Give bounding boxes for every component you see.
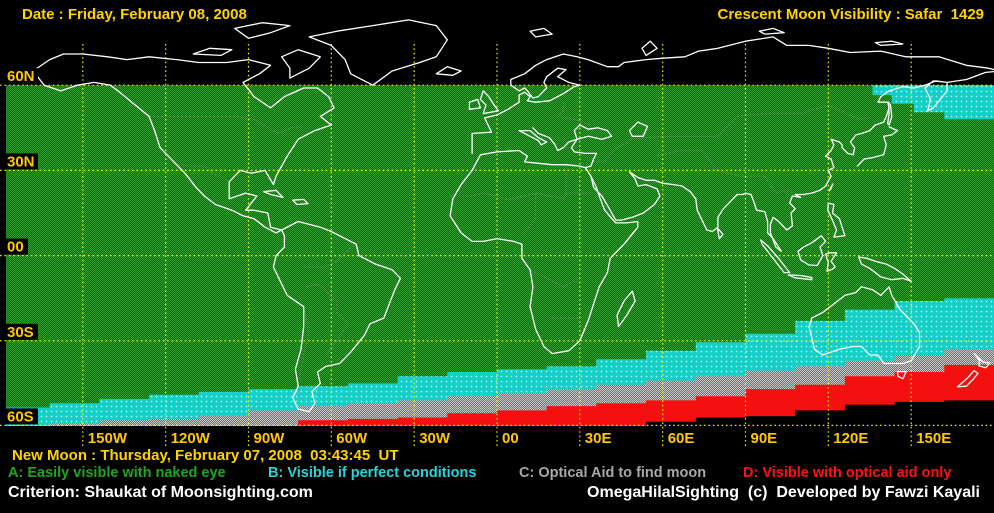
- page-title: Crescent Moon Visibility : Safar 1429: [717, 6, 984, 23]
- lon-label-90E: 90E: [751, 430, 778, 447]
- lon-label-60W: 60W: [336, 430, 368, 447]
- lon-label-00: 00: [502, 430, 519, 447]
- lon-label-150W: 150W: [88, 430, 128, 447]
- lon-label-30W: 30W: [419, 430, 451, 447]
- lon-label-30E: 30E: [585, 430, 612, 447]
- new-moon-label: New Moon : Thursday, February 07, 2008 0…: [12, 447, 399, 464]
- lat-label-30S: 30S: [7, 324, 34, 341]
- credit-label: OmegaHilalSighting (c) Developed by Fawz…: [587, 484, 980, 501]
- map-left-margin: [0, 0, 6, 426]
- zone-d-region: [6, 363, 994, 426]
- world-coastline: [32, 19, 994, 413]
- legend-item-c: C: Optical Aid to find moon: [519, 465, 707, 481]
- world-visibility-map: 60N 30N 00 30S 60S 150W 120W 90W 60W 30W 00 30E 60E 9…: [0, 0, 994, 447]
- lat-label-00: 00: [7, 239, 24, 256]
- legend-item-a: A: Easily visible with naked eye: [8, 465, 226, 481]
- legend-item-b: B: Visible if perfect conditions: [268, 465, 477, 481]
- criterion-label: Criterion: Shaukat of Moonsighting.com: [8, 484, 313, 501]
- lat-label-60N: 60N: [7, 68, 35, 85]
- date-label: Date : Friday, February 08, 2008: [22, 6, 247, 23]
- lon-label-90W: 90W: [254, 430, 286, 447]
- latitude-labels: 60N 30N 00 30S 60S: [4, 68, 38, 425]
- lat-label-30N: 30N: [7, 153, 35, 170]
- lon-label-60E: 60E: [668, 430, 695, 447]
- zone-e-region: [6, 399, 994, 426]
- zone-b-ne-patch: [872, 85, 994, 120]
- lon-label-120E: 120E: [833, 430, 868, 447]
- lat-label-60S: 60S: [7, 408, 34, 425]
- visibility-zones: [6, 85, 994, 426]
- legend-item-d: D: Visible with optical aid only: [743, 465, 952, 481]
- lon-label-150E: 150E: [916, 430, 951, 447]
- longitude-labels: 150W 120W 90W 60W 30W 00 30E 60E 90E 120E 150E: [88, 430, 951, 447]
- country-borders: [149, 102, 870, 404]
- lon-label-120W: 120W: [171, 430, 211, 447]
